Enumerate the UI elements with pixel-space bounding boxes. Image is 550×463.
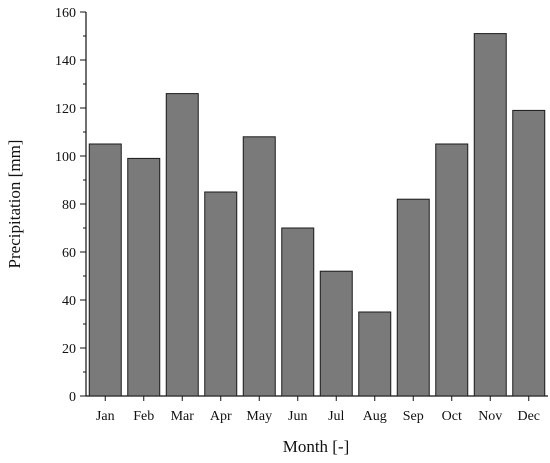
y-tick-label: 40 bbox=[62, 294, 76, 309]
y-tick-label: 140 bbox=[55, 54, 76, 69]
bar-dec bbox=[512, 109, 546, 397]
x-tick-label: Sep bbox=[403, 409, 424, 424]
bar-aug bbox=[358, 311, 392, 397]
x-tick-label: May bbox=[246, 409, 272, 424]
x-axis-label: Month [-] bbox=[283, 437, 350, 456]
y-tick-label: 60 bbox=[62, 246, 76, 261]
bar-oct bbox=[435, 143, 469, 397]
bar-sep bbox=[396, 198, 430, 397]
x-tick-label: Jan bbox=[96, 409, 115, 424]
x-tick-label: Apr bbox=[210, 409, 232, 424]
bar-may bbox=[242, 136, 276, 397]
bars-layer bbox=[88, 33, 546, 397]
bar-feb bbox=[127, 157, 161, 397]
x-tick-label: Mar bbox=[171, 409, 195, 424]
bar-nov bbox=[473, 33, 507, 397]
x-tick-label: Jul bbox=[328, 409, 344, 424]
y-tick-label: 100 bbox=[55, 150, 76, 165]
y-axis-label: Precipitation [mm] bbox=[5, 140, 24, 269]
y-tick-label: 80 bbox=[62, 198, 76, 213]
y-tick-label: 20 bbox=[62, 342, 76, 357]
y-tick-label: 160 bbox=[55, 6, 76, 21]
x-tick-label: Jun bbox=[288, 409, 307, 424]
bar-jan bbox=[88, 143, 122, 397]
x-tick-label: Oct bbox=[442, 409, 462, 424]
bar-jul bbox=[319, 270, 353, 397]
x-tick-label: Nov bbox=[478, 409, 502, 424]
x-tick-label: Dec bbox=[517, 409, 540, 424]
x-tick-label: Aug bbox=[363, 409, 387, 424]
y-tick-label: 0 bbox=[69, 390, 76, 405]
y-tick-label: 120 bbox=[55, 102, 76, 117]
bar-mar bbox=[165, 93, 199, 397]
bar-jun bbox=[281, 227, 315, 397]
x-tick-label: Feb bbox=[133, 409, 154, 424]
bar-apr bbox=[204, 191, 238, 397]
ticks-layer: 0 20 40 60 80 100 120 140 160 Jan Feb Mar Apr May Jun J… bbox=[55, 6, 540, 424]
